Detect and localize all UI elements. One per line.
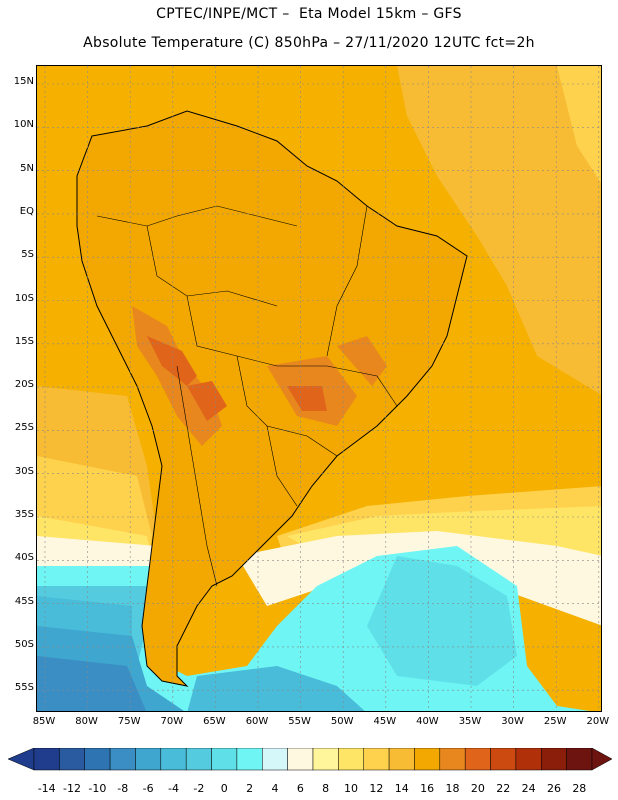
colorbar-tick-label: 14 [394,782,409,795]
colorbar-tick-label: 12 [369,782,384,795]
colorbar-tick-label: 20 [470,782,485,795]
colorbar-swatch [388,748,415,771]
longitude-label: 85W [32,716,56,727]
longitude-label: 25W [543,716,567,727]
colorbar-tick-label: -8 [117,782,129,795]
colorbar-tick-label: -14 [37,782,56,795]
latitude-label: 25S [14,422,34,434]
map-title-line-2: Absolute Temperature (C) 850hPa – 27/11/… [83,35,535,51]
field-band-12-east [287,506,601,596]
longitude-label: 40W [416,716,439,727]
field-band-2 [367,556,517,686]
colorbar-swatch [109,748,136,771]
latitude-label: 20S [14,379,34,391]
longitude-label: 20W [586,716,610,727]
map-title-line-1: CPTEC/INPE/MCT – Eta Model 15km – GFS [156,6,462,22]
colorbar-max-arrow [591,748,613,771]
latitude-label: 40S [14,552,34,564]
colorbar-tick-label: 28 [572,782,587,795]
colorbar-swatch [414,748,441,771]
colorbar-swatch [33,748,60,771]
colorbar-tick-label: 16 [420,782,435,795]
colorbar-swatch [262,748,288,771]
colorbar-tick-label: 0 [220,782,228,795]
latitude-label: 10N [13,119,34,131]
country-borders [96,205,398,587]
colorbar-tick-label: 6 [296,782,304,795]
longitude-label: 45W [373,716,397,727]
temperature-map [36,65,602,712]
longitude-label: 35W [458,716,482,727]
longitude-label: 75W [117,716,141,727]
warm-east-brazil [337,336,387,386]
colorbar-tick-label: 26 [546,782,561,795]
colorbar-tick-label: -10 [88,782,107,795]
field-band-14-ne [557,66,601,183]
colorbar-swatch [338,748,364,771]
latitude-label: EQ [19,205,34,217]
colorbar-swatch [185,748,212,771]
colorbar [7,748,613,771]
colorbar-swatch [59,748,85,771]
colorbar-tick-label: 4 [271,782,279,795]
graticule [37,66,601,711]
colorbar-tick-label: 22 [496,782,511,795]
colorbar-tick-label: 18 [445,782,460,795]
latitude-label: 35S [14,509,34,520]
hot-chaco [187,381,227,421]
latitude-label: 5N [20,162,34,174]
colorbar-swatch [541,748,567,771]
field-band-minus6 [37,656,147,711]
colorbar-tick-label: -6 [142,782,154,795]
field-band-minus2-south [187,666,365,711]
latitude-label: 30S [14,465,34,477]
longitude-label: 50W [330,716,354,727]
colorbar-swatch [490,748,517,771]
colorbar-swatch [84,748,111,771]
colorbar-swatch [287,748,314,771]
longitude-label: 65W [203,716,226,727]
colorbar-swatch [515,748,542,771]
colorbar-tick-label: 2 [246,782,254,795]
colorbar-tick-label: 10 [344,782,359,795]
hot-central-brazil [287,386,327,411]
latitude-label: 15S [14,335,34,347]
colorbar-tick-label: -12 [63,782,82,795]
colorbar-swatch [135,748,162,771]
longitude-label: 70W [160,716,184,727]
colorbar-tick-label: -4 [168,782,179,795]
latitude-label: 45S [14,595,34,607]
hot-andes-core [147,336,197,386]
continent-south-america [76,110,468,687]
colorbar-tick-label: 8 [322,782,330,795]
colorbar-swatch [439,748,466,771]
field-band-16 [397,66,601,395]
colorbar-swatch [236,748,263,771]
colorbar-swatch [566,748,593,771]
colorbar-swatch [160,748,187,771]
colorbar-swatch [211,748,238,771]
colorbar-swatch [363,748,390,771]
colorbar-min-arrow [7,748,35,771]
latitude-label: 15N [13,76,34,87]
field-band-8-east [237,531,601,626]
longitude-label: 30W [501,716,524,727]
latitude-label: 50S [14,638,34,650]
colorbar-tick-label: -2 [193,782,205,795]
temperature-field [37,66,601,711]
latitude-label: 5S [21,249,34,261]
latitude-label: 10S [14,292,34,304]
longitude-label: 55W [288,716,311,727]
colorbar-swatch [464,748,491,771]
latitude-label: 55S [14,682,34,694]
colorbar-tick-label: 24 [521,782,536,795]
colorbar-swatch [312,748,339,771]
longitude-label: 60W [245,716,269,727]
longitude-label: 80W [75,716,98,727]
